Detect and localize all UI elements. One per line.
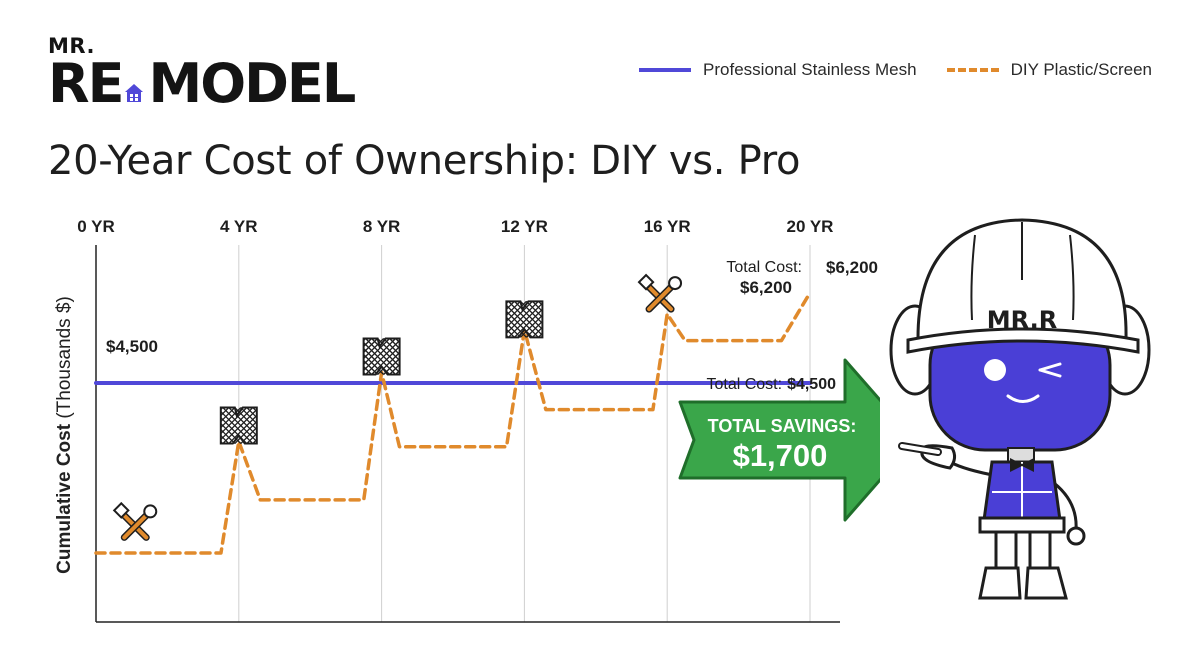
mascot-helmet-text: MR.R	[987, 306, 1057, 334]
y-axis-label-unit: (Thousands $)	[54, 296, 75, 419]
mascot-mouth	[1006, 394, 1040, 403]
logo-text-left: RE	[48, 52, 124, 115]
x-tick-label: 16 YR	[644, 217, 691, 236]
savings-value: $1,700	[733, 438, 828, 473]
mascot-bowtie	[1010, 458, 1034, 472]
torn-screen-icon	[219, 406, 258, 445]
diy-total-label: Total Cost:	[726, 259, 802, 276]
tools-icon	[112, 501, 158, 541]
x-tick-label: 0 YR	[77, 217, 115, 236]
logo-text-right: MODEL	[148, 52, 356, 115]
pro-total-label: Total Cost:	[706, 376, 782, 393]
diy-total-value: $6,200	[740, 278, 792, 297]
legend-label-diy: DIY Plastic/Screen	[1010, 60, 1152, 79]
mascot-robot: MR.R	[889, 218, 1151, 600]
pro-total-value: $4,500	[787, 376, 836, 393]
cost-chart: 0 YR 4 YR 8 YR 12 YR 16 YR 20 YR Cumulative C…	[54, 217, 880, 623]
chart-series	[94, 291, 812, 555]
torn-screen-icon	[362, 337, 401, 376]
y-axis-label-main: Cumulative Cost	[54, 419, 75, 574]
chart-title: 20-Year Cost of Ownership: DIY vs. Pro	[48, 138, 801, 184]
pro-value-label: $4,500	[106, 337, 158, 356]
tools-icon	[637, 273, 683, 313]
legend-swatch-diy	[946, 68, 999, 72]
event-icons	[112, 273, 683, 541]
y-axis-label: Cumulative Cost (Thousands $)	[54, 296, 75, 574]
logo-big-text: RE MODEL	[48, 52, 356, 115]
mascot-eye-wink	[1038, 362, 1062, 378]
x-tick-labels: 0 YR 4 YR 8 YR 12 YR 16 YR 20 YR	[77, 217, 833, 236]
legend-item-diy: DIY Plastic/Screen	[946, 60, 1152, 80]
house-icon	[125, 84, 144, 102]
mascot-boot-right	[1024, 566, 1068, 600]
series-line-1	[94, 291, 812, 555]
chart-legend: Professional Stainless Mesh DIY Plastic/…	[609, 60, 1152, 80]
x-tick-label: 12 YR	[501, 217, 548, 236]
mascot-eye-left	[984, 359, 1006, 381]
brand-logo: MR. RE MODEL	[48, 34, 356, 115]
pro-total-text: Total Cost: $4,500	[706, 376, 836, 393]
legend-swatch-pro	[639, 68, 692, 72]
x-tick-label: 4 YR	[220, 217, 258, 236]
torn-screen-icon	[505, 300, 544, 339]
logo-small-text: MR.	[48, 34, 95, 58]
diy-end-label: $6,200	[826, 258, 878, 277]
legend-item-pro: Professional Stainless Mesh	[639, 60, 917, 80]
x-tick-label: 20 YR	[787, 217, 834, 236]
savings-arrow: TOTAL SAVINGS: $1,700	[678, 358, 880, 522]
mascot-boot-left	[978, 566, 1022, 600]
mascot-tool-belt	[978, 516, 1066, 534]
legend-label-pro: Professional Stainless Mesh	[703, 60, 917, 79]
x-tick-label: 8 YR	[363, 217, 401, 236]
savings-label: TOTAL SAVINGS:	[708, 416, 857, 436]
